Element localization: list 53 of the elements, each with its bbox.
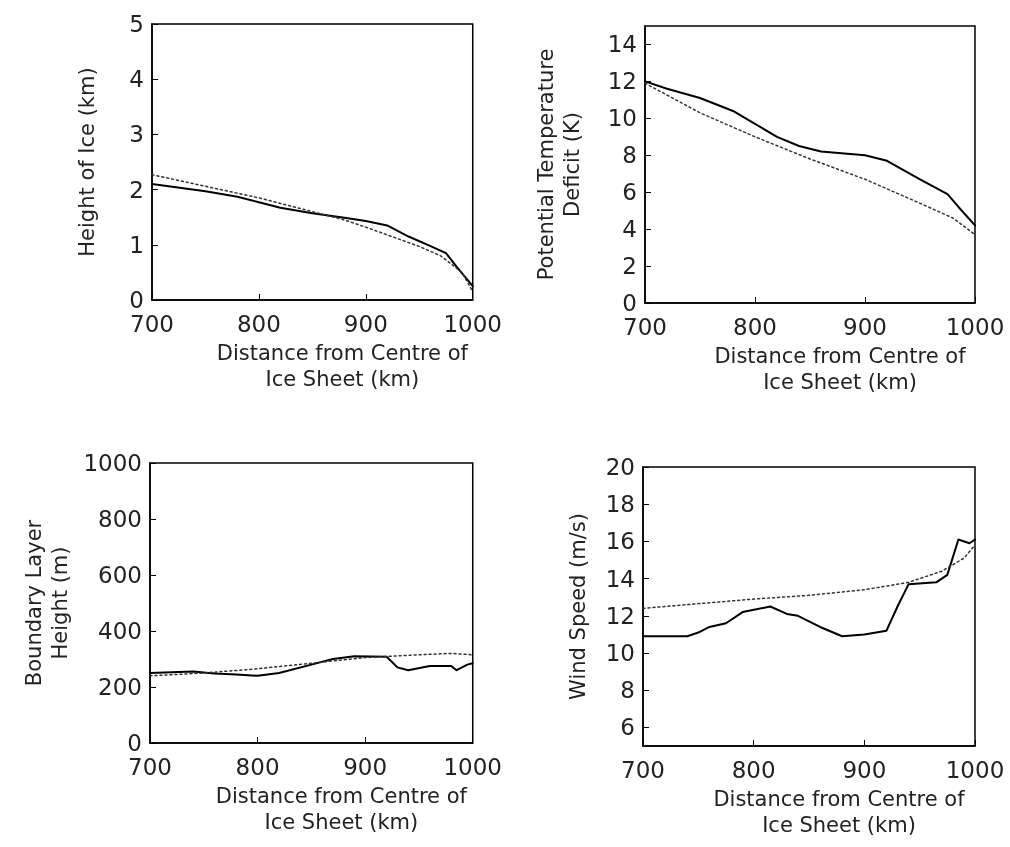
x-tick-label: 700 [128, 753, 172, 780]
x-tick-label: 1000 [945, 756, 1005, 783]
x-axis-title: Distance from Centre of Ice Sheet (km) [714, 344, 967, 394]
x-tick-label: 800 [731, 756, 776, 783]
y-tick-label: 0 [622, 290, 637, 316]
x-tick-label: 800 [733, 313, 777, 340]
y-tick-label: 400 [98, 618, 142, 644]
y-tick-label: 8 [620, 677, 635, 704]
y-tick-label: 18 [605, 491, 635, 518]
y-tick-label: 16 [605, 528, 635, 555]
y-axis-title: Potential Temperature Deficit (K) [534, 48, 584, 281]
y-tick-label: 1 [129, 231, 144, 258]
x-tick-label: 900 [842, 756, 887, 783]
x-tick-label: 700 [623, 313, 667, 340]
y-tick-label: 5 [129, 11, 144, 37]
x-tick-label: 900 [343, 310, 388, 337]
y-tick-label: 12 [605, 602, 635, 629]
x-axis-title: Distance from Centre of Ice Sheet (km) [215, 784, 468, 834]
x-tick-label: 1000 [443, 753, 503, 780]
x-tick-label: 700 [130, 310, 174, 337]
x-tick-label: 900 [343, 753, 388, 780]
y-tick-label: 12 [607, 68, 637, 95]
x-tick-label: 800 [236, 310, 281, 337]
y-tick-label: 2 [129, 176, 144, 203]
y-tick-label: 14 [607, 31, 637, 58]
y-axis-title: Height of Ice (km) [75, 67, 99, 257]
y-axis-title: Boundary Layer Height (m) [21, 519, 72, 687]
y-tick-label: 600 [98, 562, 142, 588]
x-tick-label: 700 [621, 756, 665, 783]
y-tick-label: 3 [129, 121, 144, 148]
y-axis-title: Wind Speed (m/s) [566, 513, 590, 700]
y-tick-label: 200 [98, 674, 142, 700]
x-tick-label: 900 [843, 313, 887, 340]
y-tick-label: 10 [605, 640, 635, 666]
y-tick-label: 14 [605, 565, 635, 592]
y-tick-label: 20 [605, 454, 635, 480]
x-tick-label: 1000 [443, 310, 503, 337]
y-tick-label: 0 [129, 287, 144, 313]
y-tick-label: 0 [127, 730, 142, 756]
x-tick-label: 800 [235, 753, 280, 780]
x-tick-label: 1000 [945, 313, 1005, 340]
x-axis-title: Distance from Centre of Ice Sheet (km) [216, 341, 469, 391]
y-tick-label: 8 [622, 142, 637, 169]
y-tick-label: 6 [620, 714, 635, 741]
y-tick-label: 2 [622, 253, 637, 280]
y-tick-label: 1000 [83, 450, 142, 476]
x-axis-title: Distance from Centre of Ice Sheet (km) [713, 787, 966, 837]
y-tick-label: 10 [607, 105, 637, 132]
y-tick-label: 4 [622, 216, 637, 243]
y-tick-label: 4 [129, 66, 144, 93]
line-series [642, 544, 976, 610]
y-tick-label: 800 [98, 506, 142, 532]
y-tick-label: 6 [622, 179, 637, 206]
